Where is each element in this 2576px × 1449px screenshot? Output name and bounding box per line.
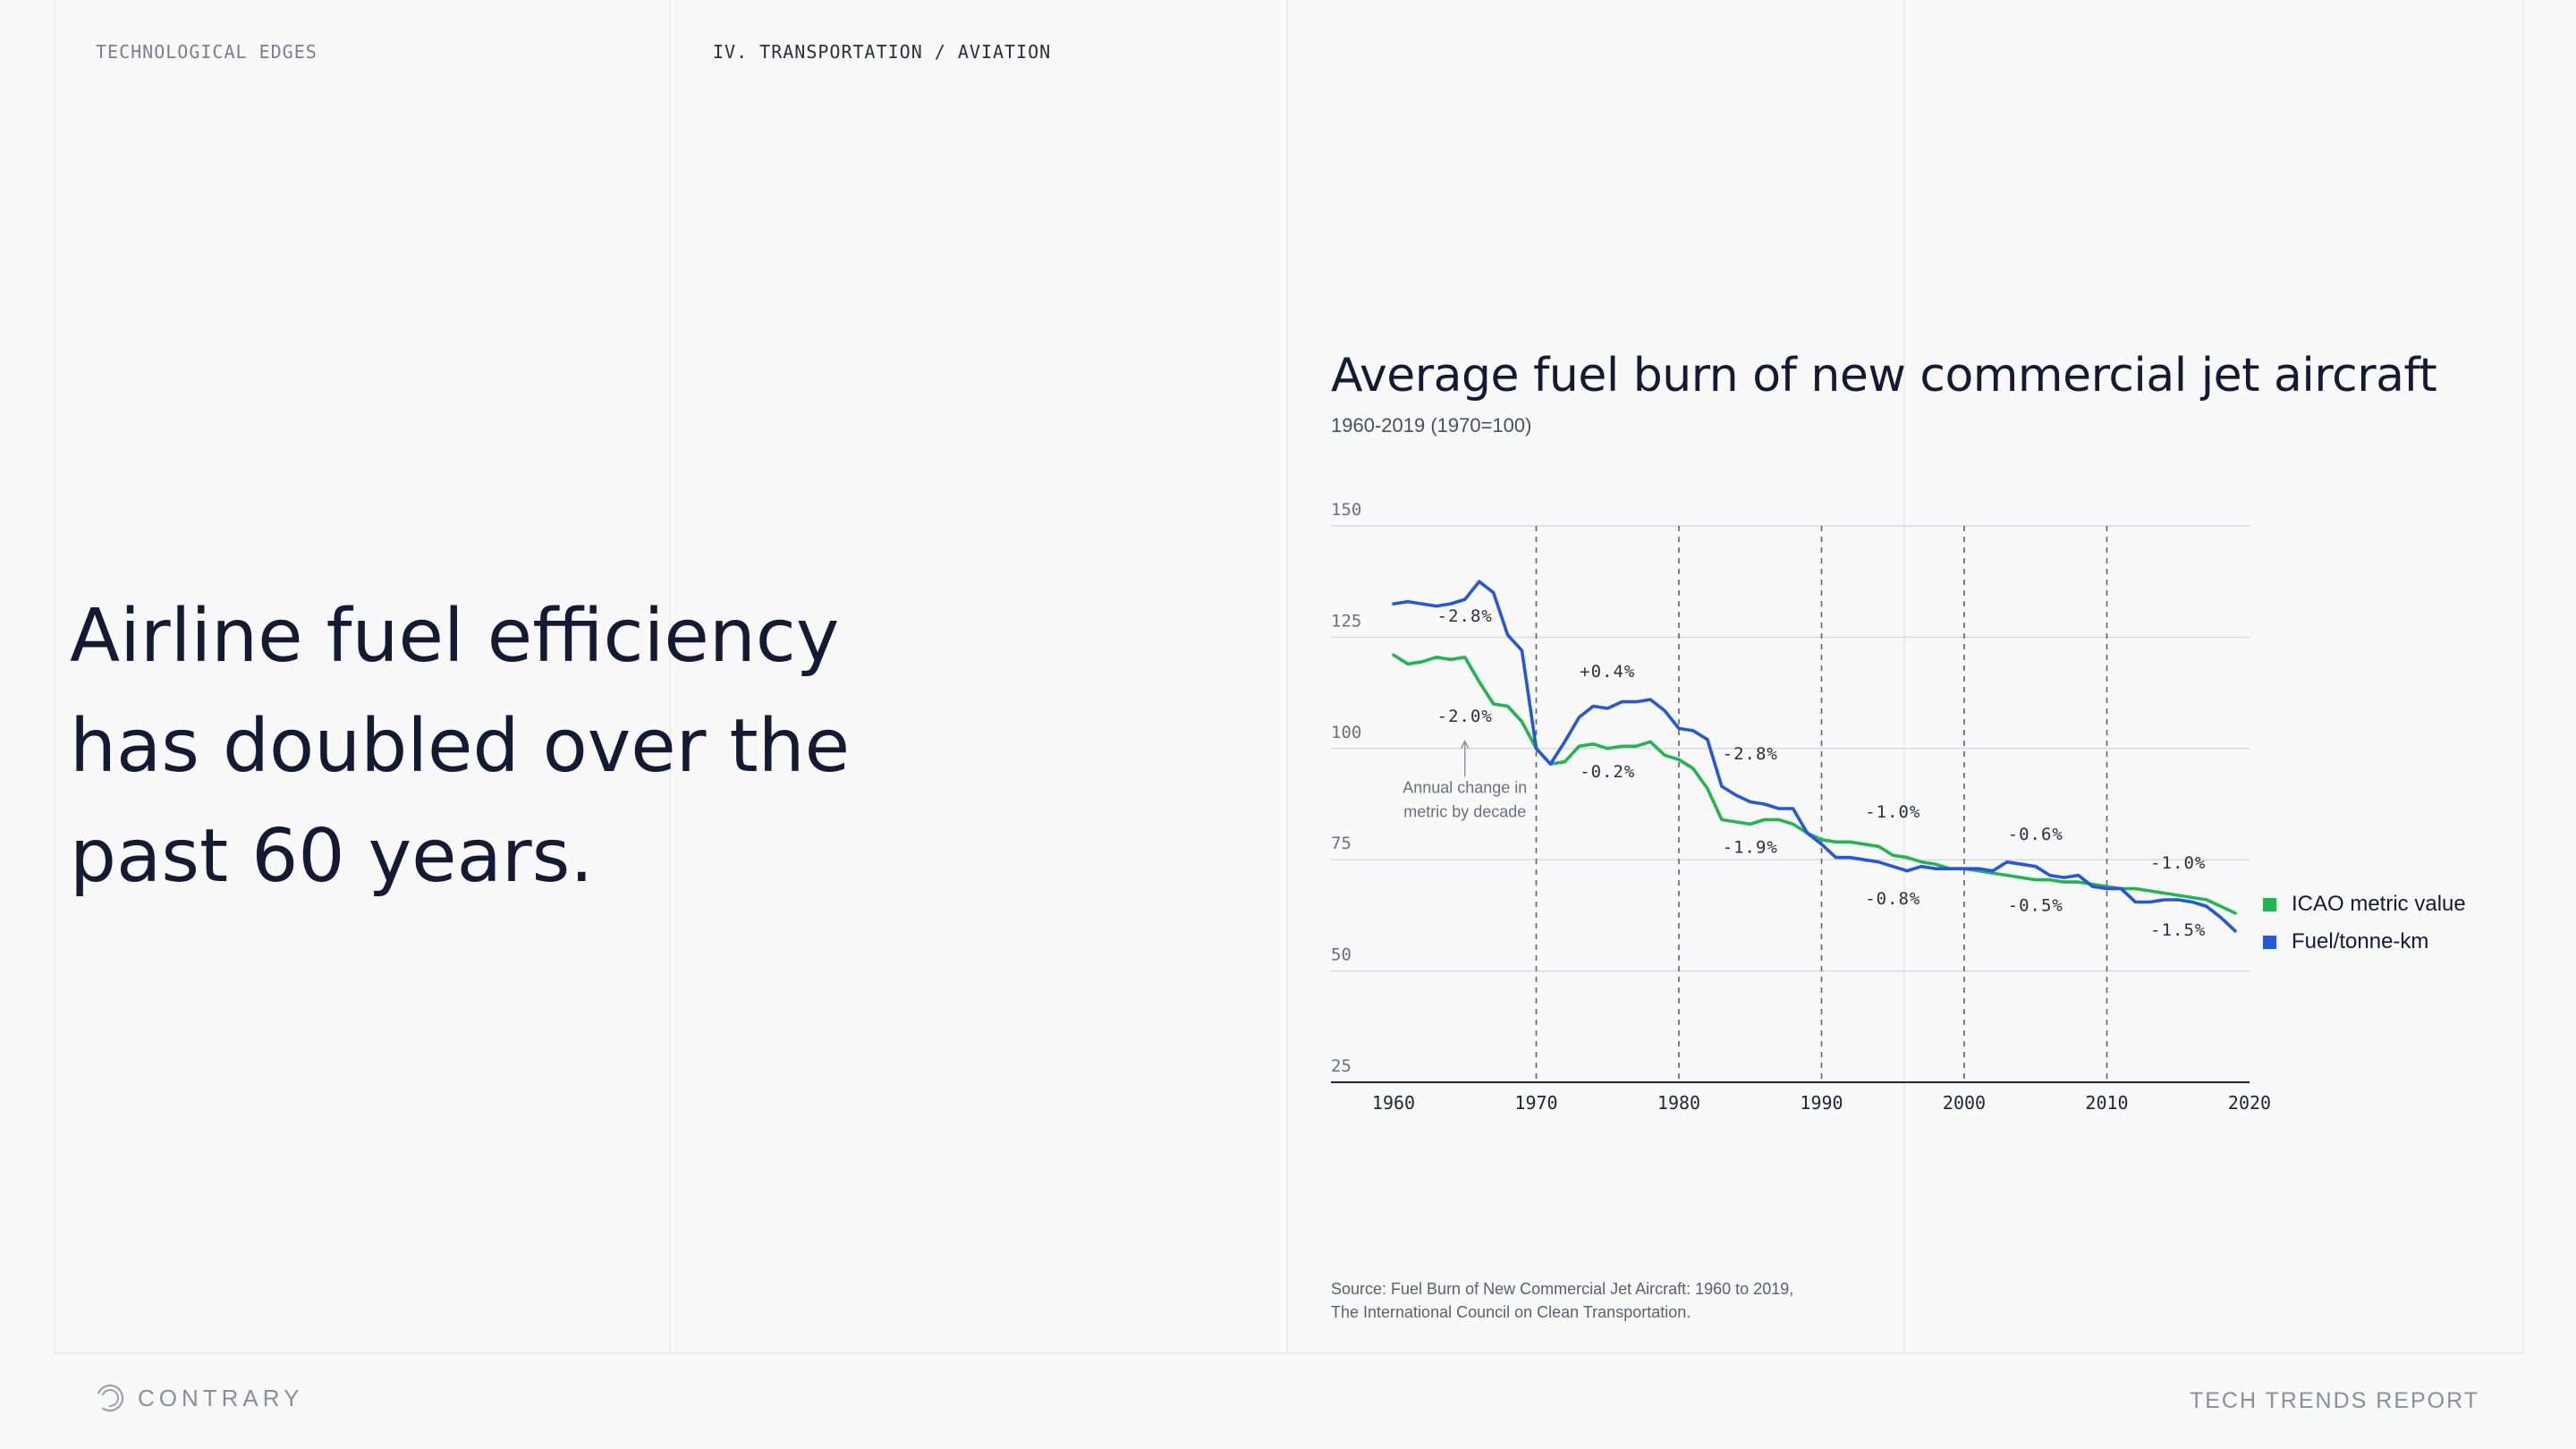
x-tick-label: 1990 [1800, 1092, 1843, 1114]
decade-change-label: -1.0% [1865, 802, 1920, 822]
legend-swatch [2263, 898, 2276, 911]
legend-swatch [2263, 936, 2276, 949]
decade-change-label: -0.6% [2008, 825, 2063, 844]
column-divider [1903, 0, 1905, 1352]
column-divider [2522, 0, 2524, 1352]
decade-change-label: -2.0% [1437, 707, 1493, 726]
chart-subtitle: 1960-2019 (1970=100) [1331, 414, 1532, 436]
source-line: The International Council on Clean Trans… [1331, 1303, 1691, 1321]
annotation-note: Annual change in [1402, 779, 1527, 797]
y-tick-label: 75 [1331, 834, 1352, 853]
column-divider [1286, 0, 1288, 1352]
decade-change-label: -1.9% [1723, 838, 1778, 858]
decade-change-label: -2.8% [1723, 744, 1778, 764]
decade-change-label: -1.0% [2150, 853, 2206, 873]
column-divider [669, 0, 671, 1352]
x-tick-label: 2020 [2228, 1092, 2271, 1114]
x-tick-label: 1960 [1372, 1092, 1415, 1114]
decade-change-label: -2.8% [1437, 606, 1493, 626]
decade-change-label: -0.5% [2008, 895, 2063, 915]
column-divider [54, 0, 55, 1352]
note-pointer-arrowhead [1461, 739, 1470, 749]
fuel-burn-line-chart: 25 50 75 100 125 150 1960 1970 1980 1990 2000 2010 2… [1331, 500, 2466, 1114]
contrary-logo-icon [96, 1384, 124, 1412]
section-breadcrumb: IV. TRANSPORTATION / AVIATION [713, 41, 1052, 63]
y-tick-label: 50 [1331, 945, 1352, 965]
y-tick-label: 125 [1331, 611, 1361, 631]
decade-change-label: +0.4% [1580, 662, 1635, 682]
decade-change-label: -0.8% [1865, 889, 1920, 909]
x-tick-label: 2000 [1943, 1092, 1986, 1114]
y-tick-label: 100 [1331, 723, 1361, 742]
decade-change-label: -1.5% [2150, 920, 2206, 940]
report-name: TECH TRENDS REPORT [2189, 1388, 2479, 1413]
logo-wordmark: CONTRARY [138, 1384, 304, 1411]
chart-title: Average fuel burn of new commercial jet … [1331, 349, 2437, 402]
x-tick-label: 1970 [1514, 1092, 1557, 1114]
series-line [1392, 580, 2237, 933]
legend-label: Fuel/tonne-km [2292, 929, 2428, 953]
y-tick-label: 25 [1331, 1056, 1352, 1076]
y-tick-label: 150 [1331, 500, 1361, 520]
annotation-note: metric by decade [1403, 803, 1526, 821]
x-tick-label: 2010 [2085, 1092, 2128, 1114]
legend-label: ICAO metric value [2292, 892, 2466, 916]
source-note: Source: Fuel Burn of New Commercial Jet … [1331, 1277, 1957, 1324]
footer-divider [54, 1352, 2524, 1354]
series-line [1392, 653, 2237, 915]
section-label: TECHNOLOGICAL EDGES [96, 41, 318, 63]
contrary-logo: CONTRARY [95, 1383, 303, 1413]
x-tick-label: 1980 [1657, 1092, 1700, 1114]
source-line: Source: Fuel Burn of New Commercial Jet … [1331, 1280, 1794, 1298]
decade-change-label: -0.2% [1580, 762, 1635, 782]
headline: Airline fuel efficiency has doubled over… [70, 594, 851, 899]
